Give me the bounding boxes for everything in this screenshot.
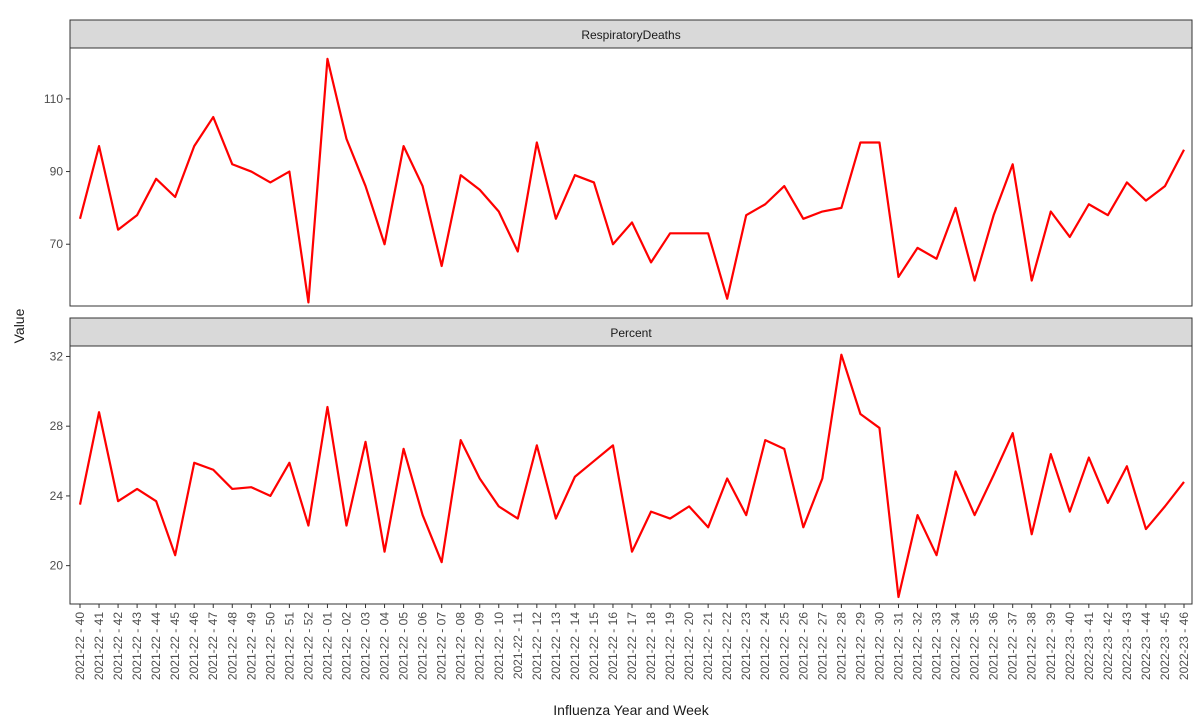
panel-percent: Percent 20 24 28 32 xyxy=(50,317,1193,605)
x-tick-label: 2021-22 - 42 xyxy=(111,612,125,680)
x-tick-label: 2021-22 - 34 xyxy=(949,612,963,680)
x-tick-label: 2022-23 - 45 xyxy=(1158,612,1172,680)
x-tick-label: 2021-22 - 29 xyxy=(853,612,867,680)
x-tick-label: 2021-22 - 50 xyxy=(263,612,277,680)
strip-background xyxy=(69,19,1193,49)
x-tick-label: 2021-22 - 16 xyxy=(606,612,620,680)
x-tick-label: 2021-22 - 47 xyxy=(206,612,220,680)
x-tick-label: 2021-22 - 01 xyxy=(320,612,334,680)
x-tick-label: 2021-22 - 43 xyxy=(130,612,144,680)
x-tick-label: 2021-22 - 11 xyxy=(511,612,525,679)
x-tick-label: 2021-22 - 02 xyxy=(339,612,353,680)
x-tick-label: 2021-22 - 39 xyxy=(1044,612,1058,680)
x-tick-label: 2021-22 - 04 xyxy=(378,612,392,680)
x-tick-label: 2021-22 - 38 xyxy=(1025,612,1039,680)
x-tick-label: 2021-22 - 44 xyxy=(149,612,163,680)
series-line-respiratory-deaths xyxy=(78,57,1185,304)
x-tick-label: 2021-22 - 45 xyxy=(168,612,182,680)
x-tick-label: 2021-22 - 46 xyxy=(187,612,201,680)
x-tick-label: 2021-22 - 21 xyxy=(701,612,715,680)
x-tick-label: 2021-22 - 14 xyxy=(568,612,582,680)
x-tick-label: 2021-22 - 13 xyxy=(549,612,563,680)
x-tick-label: 2022-23 - 40 xyxy=(1063,612,1077,680)
x-tick-label: 2021-22 - 03 xyxy=(359,612,373,680)
y-axis-ticks: 20 24 28 32 xyxy=(50,349,70,573)
x-tick-label: 2021-22 - 52 xyxy=(301,612,315,680)
x-tick-label: 2021-22 - 40 xyxy=(73,612,87,680)
x-tick-label: 2021-22 - 37 xyxy=(1006,612,1020,680)
x-tick-label: 2021-22 - 32 xyxy=(911,612,925,680)
plot-area xyxy=(69,345,1193,605)
y-tick-label: 70 xyxy=(50,237,64,251)
x-tick-label: 2021-22 - 27 xyxy=(815,612,829,680)
x-tick-label: 2021-22 - 06 xyxy=(416,612,430,680)
panel-respiratory-deaths: RespiratoryDeaths 70 90 110 xyxy=(44,19,1193,307)
y-tick-label: 110 xyxy=(44,92,63,106)
x-tick-label: 2021-22 - 07 xyxy=(435,612,449,680)
x-tick-label: 2022-23 - 43 xyxy=(1120,612,1134,680)
y-tick-label: 28 xyxy=(50,419,64,433)
x-tick-label: 2021-22 - 30 xyxy=(872,612,886,680)
y-tick-label: 24 xyxy=(50,489,64,503)
x-tick-label: 2021-22 - 41 xyxy=(92,612,106,680)
x-tick-label: 2021-22 - 23 xyxy=(739,612,753,680)
x-tick-label: 2021-22 - 08 xyxy=(454,612,468,680)
x-tick-label: 2021-22 - 35 xyxy=(968,612,982,680)
x-tick-label: 2021-22 - 15 xyxy=(587,612,601,680)
x-tick-label: 2022-23 - 41 xyxy=(1082,612,1096,680)
x-tick-label: 2021-22 - 22 xyxy=(720,612,734,680)
y-tick-label: 32 xyxy=(50,349,64,363)
y-tick-label: 20 xyxy=(50,559,64,573)
x-tick-label: 2022-23 - 44 xyxy=(1139,612,1153,680)
plot-area xyxy=(69,47,1193,307)
x-tick-label: 2022-23 - 46 xyxy=(1177,612,1191,680)
x-tick-label: 2021-22 - 49 xyxy=(244,612,258,680)
x-tick-label: 2021-22 - 10 xyxy=(492,612,506,680)
x-tick-label: 2021-22 - 18 xyxy=(644,612,658,680)
series-line-percent xyxy=(78,353,1185,599)
x-tick-label: 2021-22 - 33 xyxy=(930,612,944,680)
x-tick-label: 2021-22 - 09 xyxy=(473,612,487,680)
x-tick-label: 2021-22 - 26 xyxy=(796,612,810,680)
x-axis-ticks: 2021-22 - 40 2021-22 - 41 2021-22 - 42 2021… xyxy=(73,604,1191,680)
x-tick-label: 2021-22 - 12 xyxy=(530,612,544,680)
x-tick-label: 2021-22 - 25 xyxy=(777,612,791,680)
x-tick-label: 2021-22 - 17 xyxy=(625,612,639,680)
x-tick-label: 2021-22 - 05 xyxy=(397,612,411,680)
strip-label-respiratory-deaths: RespiratoryDeaths xyxy=(581,28,680,42)
x-tick-label: 2021-22 - 19 xyxy=(663,612,677,680)
y-tick-label: 90 xyxy=(50,165,64,179)
x-tick-label: 2022-23 - 42 xyxy=(1101,612,1115,680)
x-tick-label: 2021-22 - 24 xyxy=(758,612,772,680)
x-tick-label: 2021-22 - 28 xyxy=(834,612,848,680)
x-tick-label: 2021-22 - 20 xyxy=(682,612,696,680)
x-axis-title: Influenza Year and Week xyxy=(553,702,709,718)
y-axis-ticks: 70 90 110 xyxy=(44,92,70,251)
x-tick-label: 2021-22 - 31 xyxy=(891,612,905,680)
y-axis-title: Value xyxy=(11,308,27,343)
x-tick-label: 2021-22 - 51 xyxy=(282,612,296,680)
strip-label-percent: Percent xyxy=(610,326,652,340)
x-tick-label: 2021-22 - 48 xyxy=(225,612,239,680)
x-tick-label: 2021-22 - 36 xyxy=(987,612,1001,680)
